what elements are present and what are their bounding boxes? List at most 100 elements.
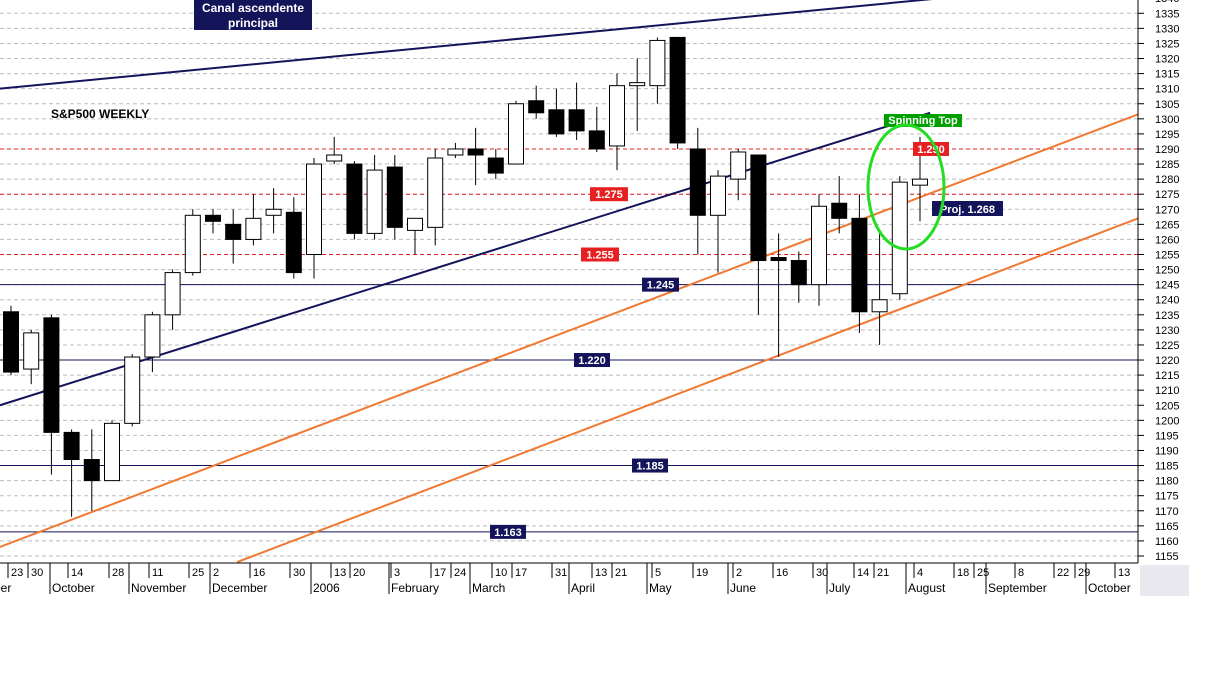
y-tick-label: 1290	[1155, 144, 1179, 156]
bullish-candle	[366, 169, 383, 234]
y-tick-label: 1170	[1155, 506, 1179, 518]
bearish-candle	[487, 157, 504, 174]
y-tick-label: 1230	[1155, 325, 1179, 337]
y-tick-label: 1205	[1155, 400, 1179, 412]
level-label-box	[490, 524, 526, 539]
x-day-label: 13	[595, 567, 607, 579]
level-label: 1.163	[494, 527, 522, 539]
bullish-candle	[407, 217, 423, 231]
level-label: 1.220	[578, 355, 606, 367]
x-month-label: April	[571, 581, 595, 595]
x-month-label: February	[391, 581, 439, 595]
level-label: 1.245	[647, 280, 675, 292]
x-day-label: 14	[71, 567, 83, 579]
x-day-label: 10	[495, 567, 507, 579]
bullish-candle	[144, 314, 161, 358]
bullish-candle	[184, 214, 201, 274]
y-tick-label: 1250	[1155, 265, 1179, 277]
y-tick-label: 1300	[1155, 114, 1179, 126]
x-day-label: 29	[1078, 567, 1090, 579]
bearish-candle	[225, 223, 242, 240]
y-tick-label: 1335	[1155, 8, 1179, 20]
bearish-candle	[770, 257, 787, 262]
x-day-label: 14	[857, 567, 869, 579]
x-month-label: October	[1088, 581, 1131, 595]
chart: Canal ascendente principal 1.290 1.275 1.255…	[0, 0, 1189, 596]
bearish-candle	[831, 202, 848, 219]
x-month-label: August	[908, 581, 946, 595]
channel-label-line-1: Canal ascendente	[202, 1, 304, 15]
level-label-box	[590, 187, 628, 202]
x-month-label: September	[988, 581, 1047, 595]
bearish-candle	[528, 100, 545, 114]
y-tick-label: 1325	[1155, 38, 1179, 50]
y-tick-label: 1260	[1155, 234, 1179, 246]
x-day-label: 13	[334, 567, 346, 579]
bullish-candle	[730, 151, 747, 180]
bearish-candle	[548, 109, 565, 135]
bullish-candle	[104, 422, 120, 482]
x-month-label: November	[131, 581, 186, 595]
bullish-candle	[23, 332, 40, 370]
y-tick-label: 1295	[1155, 129, 1179, 141]
y-tick-label: 1310	[1155, 84, 1179, 96]
bullish-candle	[124, 356, 141, 424]
level-label-box	[913, 141, 949, 156]
y-tick-label: 1265	[1155, 219, 1179, 231]
y-tick-label: 1275	[1155, 189, 1179, 201]
x-month-label: ber	[0, 581, 11, 595]
y-tick-label: 1330	[1155, 23, 1179, 35]
projection-label-box	[932, 201, 1003, 216]
projection-label: Proj. 1.268	[940, 204, 995, 216]
bearish-candle	[851, 217, 868, 313]
x-day-label: 25	[192, 567, 204, 579]
bullish-candle	[326, 154, 343, 162]
x-day-label: 25	[977, 567, 989, 579]
y-tick-label: 1200	[1155, 415, 1179, 427]
main-channel-upper-line	[0, 0, 933, 90]
y-tick-label: 1280	[1155, 174, 1179, 186]
x-month-label: July	[829, 581, 850, 595]
x-month-label: October	[52, 581, 95, 595]
x-day-label: 2	[213, 567, 219, 579]
y-tick-label: 1285	[1155, 159, 1179, 171]
level-label-box	[632, 458, 668, 473]
y-tick-label: 1185	[1155, 461, 1179, 473]
bearish-candle	[285, 211, 302, 274]
y-tick-label: 1160	[1155, 536, 1179, 548]
y-tick-label: 1245	[1155, 280, 1179, 292]
bearish-candle	[63, 431, 80, 461]
bullish-candle	[245, 217, 262, 240]
bullish-candle	[609, 85, 625, 147]
x-day-label: 16	[253, 567, 265, 579]
short-channel-lower-line	[236, 217, 1139, 563]
short-channel-upper-line	[0, 113, 1139, 548]
y-tick-label: 1175	[1155, 491, 1179, 503]
bullish-candle	[891, 181, 908, 295]
level-label-box	[574, 353, 610, 368]
x-month-label: March	[472, 581, 505, 595]
corner-box	[1140, 565, 1189, 596]
grid-layer	[0, 0, 1138, 560]
plot-background	[0, 0, 1138, 560]
bullish-candle	[649, 39, 666, 87]
x-day-label: 24	[454, 567, 466, 579]
bullish-candle	[629, 82, 646, 87]
x-month-label: May	[649, 581, 672, 595]
x-day-label: 3	[394, 567, 400, 579]
x-day-label: 28	[112, 567, 124, 579]
x-day-label: 11	[152, 567, 163, 579]
x-day-label: 17	[434, 567, 446, 579]
x-day-label: 23	[11, 567, 23, 579]
y-tick-label: 1320	[1155, 54, 1179, 66]
y-tick-label: 1240	[1155, 295, 1179, 307]
y-tick-label: 1180	[1155, 476, 1179, 488]
y-tick-label: 1195	[1155, 430, 1179, 442]
bearish-candle	[83, 459, 100, 482]
y-axis: 1155 1160 1165 1170 1175 1180 1185 1190 1195 1200…	[1137, 0, 1179, 563]
bearish-candle	[750, 154, 767, 262]
x-day-label: 5	[655, 567, 661, 579]
bullish-candle	[447, 148, 464, 156]
bullish-candle	[811, 205, 827, 286]
